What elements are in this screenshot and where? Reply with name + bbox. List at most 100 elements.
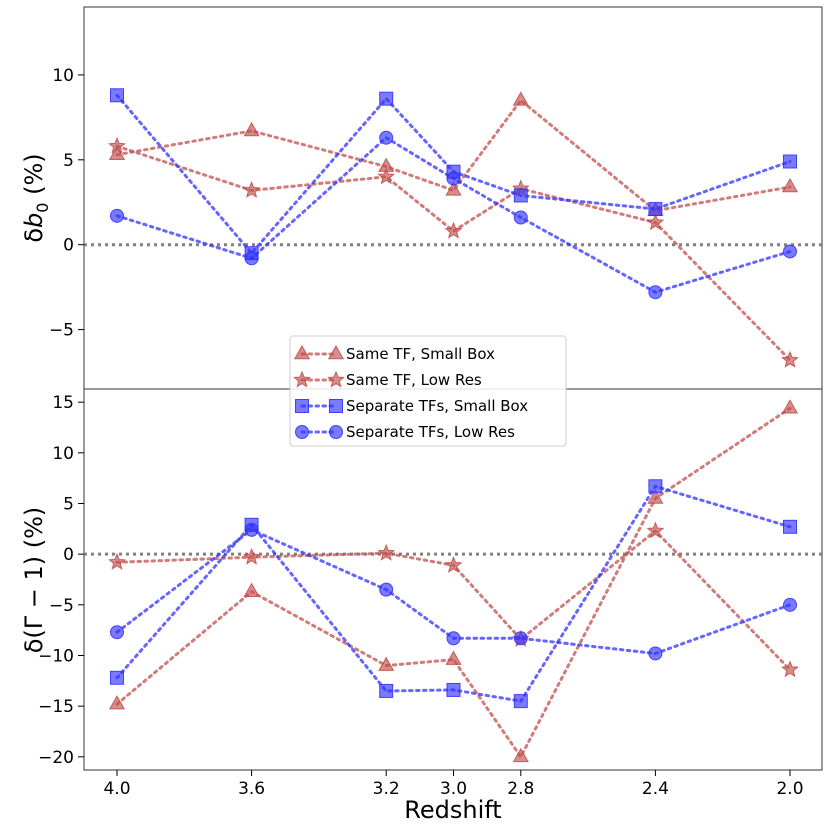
bottom-y-tick-label: −20 [38,748,74,768]
top-data-point [444,221,463,239]
legend-marker [295,425,309,439]
top-data-point [379,91,394,106]
bottom-data-point [513,631,528,646]
bottom-data-point [110,625,124,640]
legend-marker [327,344,345,360]
bottom-data-point [244,522,259,537]
bottom-y-tick-label: 10 [52,444,74,464]
top-series-star [108,136,799,368]
top-y-tick-label: 10 [52,66,74,86]
bottom-y-axis-label: δ(Γ − 1) (%) [20,507,48,654]
top-y-axis-label-var: b [20,213,48,228]
bottom-data-point [646,521,665,539]
bottom-series-line [115,528,792,672]
bottom-data-point [378,656,395,671]
top-y-axis-label-suffix: (%) [20,153,48,202]
top-y-axis-label-prefix: δ [20,228,48,243]
bottom-panel-series [108,399,799,763]
bottom-data-point [243,582,260,597]
legend-marker [293,370,311,388]
legend-label: Separate TFs, Low Res [346,423,515,441]
top-data-point [110,208,124,223]
x-tick-label: 3.6 [238,779,265,799]
legend-label: Separate TFs, Small Box [346,397,528,415]
bottom-data-point [781,660,799,678]
bottom-data-point [377,543,396,561]
legend-label: Same TF, Low Res [346,371,482,389]
bottom-series-line [115,406,792,760]
top-series-circle [110,130,797,300]
top-data-point [244,251,259,266]
top-data-point [646,213,665,231]
top-data-point [512,91,529,106]
bottom-y-tick-label: 5 [63,495,74,515]
top-data-point [108,145,126,161]
top-data-point [242,181,261,198]
bottom-series-line [115,484,792,703]
bottom-data-point [445,650,462,665]
bottom-data-point [781,399,799,414]
bottom-data-point [783,597,797,612]
bottom-data-point [647,489,664,504]
top-panel-series [108,88,799,368]
top-data-point [513,188,528,203]
top-y-axis-label-sub: 0 [33,203,52,213]
x-axis-label: Redshift [404,796,501,824]
x-tick-label: 3.2 [373,779,400,799]
legend-item: Separate TFs, Low Res [295,423,515,441]
top-data-point [108,136,126,154]
top-panel-frame [83,6,823,390]
top-y-tick-label: 5 [63,151,74,171]
bottom-data-point [648,479,663,494]
bottom-panel-y-ticks: 15 10 5 0 −5 −10 −15 −20 [38,393,84,768]
top-data-point [783,154,797,169]
x-tick-label: 2.4 [642,779,669,799]
top-series-triangle [108,91,799,217]
legend-marker [295,399,309,413]
top-y-tick-label: −5 [49,321,74,341]
top-data-point [379,130,394,145]
bottom-data-point [446,631,461,646]
bottom-data-point [379,582,394,597]
bottom-data-point [446,682,461,697]
legend-items: Same TF, Small Box Same TF, Low Res Separa… [293,344,528,441]
top-y-tick-label: 0 [63,236,74,256]
legend-marker [327,370,345,388]
bottom-y-tick-label: 15 [52,393,74,413]
bottom-data-point [379,683,394,698]
bottom-series-triangle [108,399,799,763]
top-y-axis-label: δb0 (%) [20,153,52,242]
bottom-data-point [512,747,529,763]
top-data-point [648,202,663,217]
legend-marker [329,425,343,439]
legend-item: Same TF, Low Res [293,370,482,389]
legend-marker [329,399,343,413]
legend-marker [293,344,311,360]
bottom-y-tick-label: −5 [49,596,74,616]
legend: Same TF, Small Box Same TF, Low Res Separa… [289,335,567,447]
bottom-data-point [108,552,126,570]
legend-box [289,335,567,447]
bottom-data-point [110,670,124,685]
legend-label: Same TF, Small Box [346,345,495,363]
x-tick-label: 4.0 [103,779,130,799]
bottom-y-tick-label: −15 [38,697,74,717]
top-data-point [446,171,461,186]
x-ticks: 4.0 3.6 3.2 3.0 2.8 2.4 2.0 [103,770,804,799]
top-data-point [445,181,462,196]
bottom-data-point [108,695,126,710]
bottom-data-point [783,519,797,534]
top-data-point [513,210,528,225]
top-data-point [377,167,396,185]
top-data-point [783,244,797,259]
bottom-data-point [444,555,463,573]
top-data-point [781,177,799,193]
top-data-point [243,121,260,137]
top-data-point [110,88,124,103]
bottom-data-point [648,646,663,661]
top-data-point [648,285,663,300]
bottom-y-tick-label: 0 [63,545,74,565]
bottom-series-circle [110,522,797,661]
legend-item: Same TF, Small Box [293,344,495,363]
